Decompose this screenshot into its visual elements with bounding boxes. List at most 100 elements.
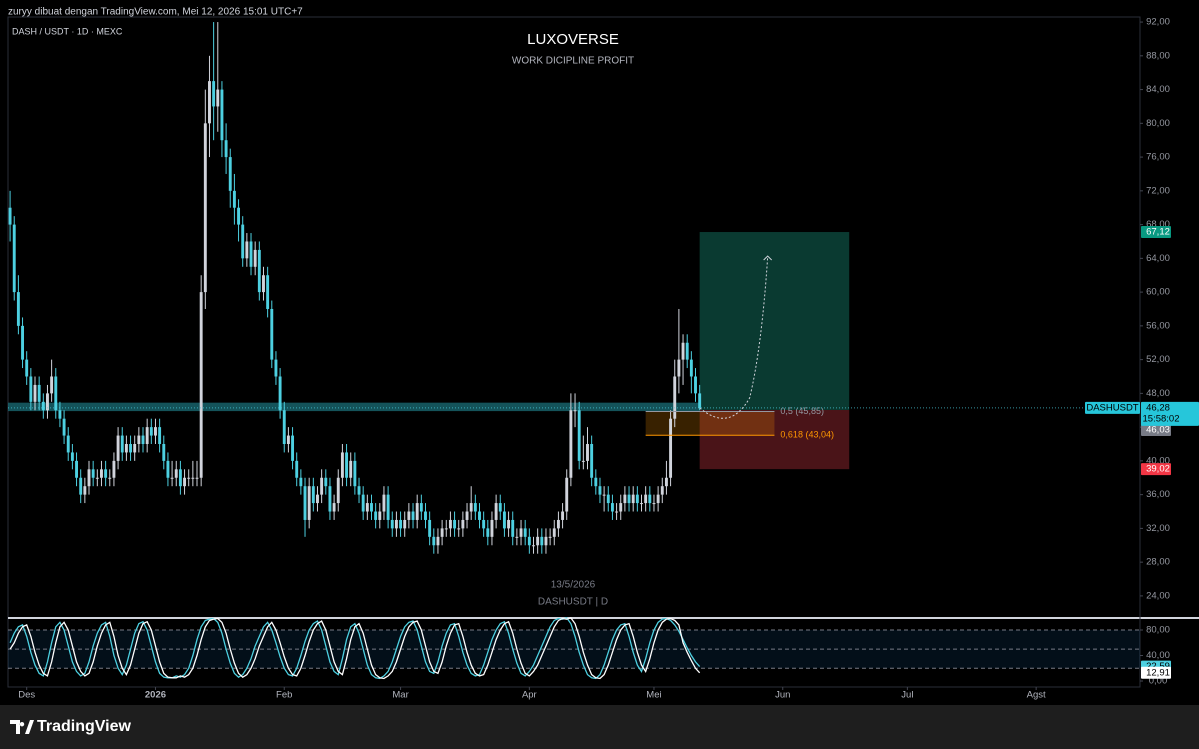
candle-body xyxy=(453,519,457,529)
symbol-tag-text: DASHUSDT xyxy=(1086,402,1138,413)
candle-body xyxy=(87,469,91,487)
candle-body xyxy=(619,503,623,512)
candle-body xyxy=(615,511,619,513)
candle-body xyxy=(12,224,16,293)
candle-body xyxy=(523,528,527,537)
candle-body xyxy=(635,494,639,504)
candle-body xyxy=(440,528,444,537)
brand-name: TradingView xyxy=(37,718,132,735)
brand-logo: TradingView xyxy=(10,718,132,735)
candle-body xyxy=(623,494,627,504)
support-zone xyxy=(8,402,700,412)
candle-body xyxy=(681,342,685,360)
candle-body xyxy=(307,486,311,520)
candle-body xyxy=(594,477,598,487)
candle-body xyxy=(370,503,373,512)
candle-body xyxy=(581,460,585,462)
candle-body xyxy=(37,384,41,402)
y-tick-label: 84,00 xyxy=(1146,84,1170,95)
candle-body xyxy=(303,486,307,520)
candle-body xyxy=(191,477,195,479)
candle-body xyxy=(291,435,295,461)
x-tick-label: Mei xyxy=(646,690,661,701)
footer-bar xyxy=(0,705,1199,749)
candle-body xyxy=(532,545,535,547)
candle-body xyxy=(652,503,656,505)
candle-body xyxy=(104,469,108,478)
oscillator-line xyxy=(9,617,701,680)
candle-body xyxy=(208,81,211,124)
candle-body xyxy=(569,410,573,478)
candle-body xyxy=(648,494,652,504)
candle-body xyxy=(41,401,45,411)
candle-body xyxy=(124,444,128,453)
candle-body xyxy=(660,486,664,495)
candle-body xyxy=(511,519,515,537)
candle-body xyxy=(282,410,286,445)
candle-body xyxy=(432,536,436,546)
y-tick-label: 92,00 xyxy=(1146,17,1170,28)
candle-body xyxy=(332,503,336,512)
last-price-box xyxy=(1141,401,1199,426)
candle-body xyxy=(586,444,589,461)
candle-body xyxy=(108,477,112,479)
candle-body xyxy=(245,241,249,259)
candle-body xyxy=(573,410,577,412)
candle-body xyxy=(490,519,494,537)
watermark-date: 13/5/2026 xyxy=(551,580,596,591)
candle-body xyxy=(199,292,203,478)
symbol: DASH / USDT · 1D · MEXC xyxy=(12,26,123,36)
y-tick-label: 80,00 xyxy=(1146,625,1170,636)
x-tick-label: 2026 xyxy=(145,690,166,701)
candle-body xyxy=(316,494,319,504)
candle-body xyxy=(536,536,540,546)
candle-body xyxy=(137,435,141,445)
candle-body xyxy=(664,477,668,487)
y-tick-label: 80,00 xyxy=(1146,118,1170,129)
candle-body xyxy=(224,140,228,158)
candle-body xyxy=(540,536,544,546)
candle-body xyxy=(112,460,116,478)
candle-body xyxy=(174,469,178,478)
last-price-text: 46,28 xyxy=(1146,402,1170,413)
candle-body xyxy=(494,503,498,520)
candle-body xyxy=(365,503,369,512)
candle-body xyxy=(16,292,20,326)
candle-body xyxy=(133,444,137,453)
x-tick-label: Des xyxy=(18,690,35,701)
candle-body xyxy=(46,393,49,411)
candle-body xyxy=(203,123,207,293)
candle-body xyxy=(415,503,419,520)
candle-body xyxy=(324,477,328,487)
candle-body xyxy=(195,477,199,479)
candle-body xyxy=(465,511,469,520)
candle-body xyxy=(220,89,224,141)
candle-body xyxy=(669,418,673,478)
y-tick-label: 48,00 xyxy=(1146,388,1170,399)
x-tick-label: Jul xyxy=(901,690,913,701)
y-tick-label: 76,00 xyxy=(1146,152,1170,163)
candle-body xyxy=(91,469,95,478)
oscillator-line xyxy=(9,617,701,680)
candle-body xyxy=(50,376,54,394)
candle-body xyxy=(266,275,270,309)
candle-body xyxy=(286,435,290,445)
stop-zone xyxy=(699,409,850,470)
candle-body xyxy=(70,452,74,461)
x-tick-label: Mar xyxy=(392,690,408,701)
watermark-symbol: DASHUSDT | D xyxy=(538,597,608,608)
candle-body xyxy=(590,444,594,478)
candle-body xyxy=(436,536,440,546)
candle-body xyxy=(340,452,344,478)
y-tick-label: 36,00 xyxy=(1146,489,1170,500)
y-tick-label: 56,00 xyxy=(1146,320,1170,331)
candle-body xyxy=(166,460,170,478)
y-tick-label: 0,00 xyxy=(1149,676,1168,687)
candle-body xyxy=(149,427,153,436)
candle-body xyxy=(390,519,394,529)
symbol-tag xyxy=(1085,401,1140,414)
candle-body xyxy=(407,511,411,520)
x-tick-label: Apr xyxy=(522,690,537,701)
candle-body xyxy=(58,410,62,419)
